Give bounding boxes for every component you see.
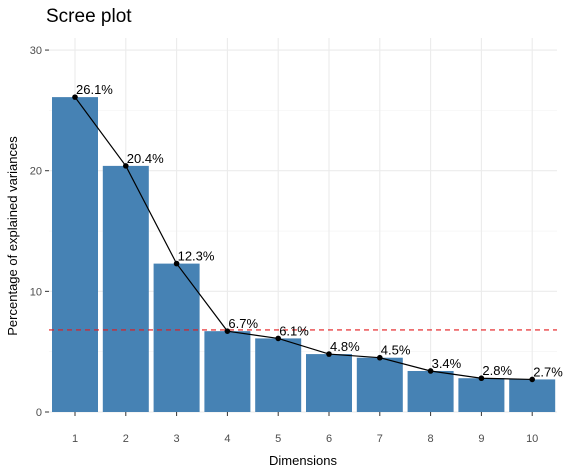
bar-10 [509, 379, 556, 412]
bar-3 [153, 263, 200, 412]
x-tick-label: 8 [428, 433, 434, 445]
data-label-1: 26.1% [76, 82, 113, 97]
bar-9 [458, 378, 505, 412]
data-labels: 26.1% 20.4% 12.3% 6.7% 6.1% 4.8% 4.5% 3.4% 2.8% 2… [76, 82, 563, 379]
data-label-4: 6.7% [228, 316, 258, 331]
y-tick-label: 10 [30, 286, 42, 298]
point-7 [377, 354, 383, 361]
data-label-2: 20.4% [127, 151, 164, 166]
bar-1 [52, 97, 98, 413]
bar-4 [204, 331, 251, 412]
data-label-10: 2.7% [533, 364, 563, 379]
data-label-8: 3.4% [432, 356, 462, 371]
x-tick-label: 10 [526, 433, 538, 445]
bar-7 [356, 357, 403, 412]
bar-2 [102, 165, 149, 412]
bar-8 [407, 370, 454, 412]
x-tick-label: 4 [224, 433, 230, 445]
data-label-5: 6.1% [279, 323, 309, 338]
x-tick-label: 6 [326, 433, 332, 445]
point-8 [427, 368, 434, 374]
data-label-7: 4.5% [381, 343, 411, 358]
point-5 [275, 335, 282, 342]
x-tick-label: 9 [478, 433, 484, 445]
y-tick-label: 30 [30, 45, 42, 57]
x-tick-label: 2 [123, 433, 129, 445]
chart-title: Scree plot [46, 6, 132, 27]
x-tick-label: 7 [377, 433, 383, 445]
data-label-3: 12.3% [178, 249, 215, 264]
y-tick-label: 20 [30, 166, 42, 178]
point-3 [173, 260, 180, 267]
point-10 [529, 376, 535, 383]
x-axis-title: Dimensions [269, 453, 337, 468]
point-4 [224, 328, 231, 334]
x-axis: 1 2 3 4 5 6 7 8 9 10 [72, 412, 538, 445]
y-tick-label: 0 [36, 407, 42, 419]
bars [52, 97, 556, 413]
y-axis: 0 10 20 30 [30, 45, 49, 419]
point-1 [72, 94, 78, 100]
bar-5 [255, 338, 302, 412]
x-tick-label: 3 [174, 433, 180, 445]
series-line [74, 96, 533, 381]
data-label-9: 2.8% [482, 363, 512, 378]
line-group [72, 94, 535, 383]
point-6 [326, 351, 332, 357]
point-2 [123, 163, 129, 169]
bar-6 [306, 354, 352, 412]
x-tick-label: 1 [72, 433, 78, 445]
x-tick-label: 5 [275, 433, 281, 445]
data-label-6: 4.8% [330, 339, 360, 354]
point-9 [478, 375, 485, 382]
y-axis-title: Percentage of explained variances [5, 136, 20, 336]
